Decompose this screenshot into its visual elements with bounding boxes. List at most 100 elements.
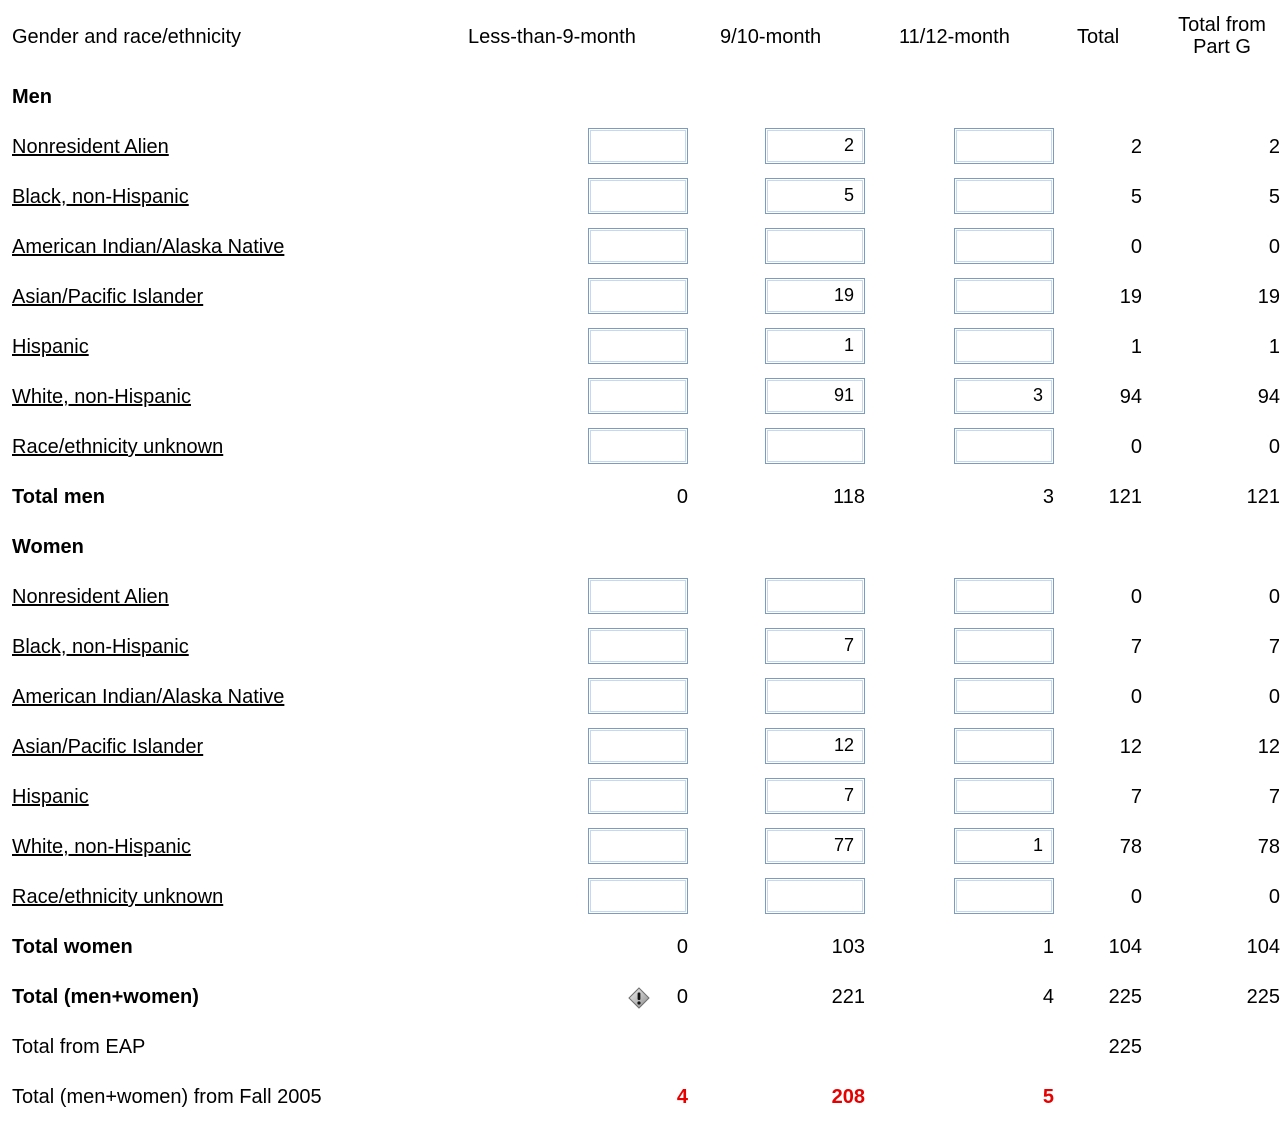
men-section-header: Men <box>0 72 1285 122</box>
prior-year-label: Total (men+women) from Fall 2005 <box>12 1086 322 1108</box>
9-10-month-input[interactable]: 91 <box>765 378 865 414</box>
women-section-header: Women <box>0 522 1285 572</box>
row-total: 0 <box>1130 236 1142 258</box>
less-than-9-month-input[interactable] <box>588 828 688 864</box>
less-than-9-month-input[interactable] <box>588 378 688 414</box>
header-total: Total <box>1077 26 1120 48</box>
9-10-month-input[interactable] <box>765 228 865 264</box>
9-10-month-input[interactable]: 7 <box>765 628 865 664</box>
grand-total-part-g: 225 <box>1246 986 1280 1008</box>
9-10-month-input[interactable]: 12 <box>765 728 865 764</box>
less-than-9-month-input[interactable] <box>588 428 688 464</box>
grand-total-total: 225 <box>1108 986 1142 1008</box>
less-than-9-month-input[interactable] <box>588 878 688 914</box>
men-race-link[interactable]: Black, non-Hispanic <box>12 186 189 208</box>
women-race-link[interactable]: Asian/Pacific Islander <box>12 736 204 758</box>
less-than-9-month-input[interactable] <box>588 678 688 714</box>
row-total-from-part-g: 0 <box>1268 886 1280 908</box>
11-12-month-input[interactable] <box>954 578 1054 614</box>
header-total-from-part-g: Total from Part G <box>1162 14 1282 58</box>
9-10-month-input[interactable] <box>765 428 865 464</box>
row-total-from-part-g: 2 <box>1268 136 1280 158</box>
women-race-link[interactable]: Nonresident Alien <box>12 586 169 608</box>
women-race-link[interactable]: Hispanic <box>12 786 89 808</box>
men-race-link[interactable]: Asian/Pacific Islander <box>12 286 204 308</box>
less-than-9-month-input[interactable] <box>588 128 688 164</box>
grand-total-9-10: 221 <box>831 986 865 1008</box>
men-total-less-than-9: 0 <box>676 486 688 508</box>
row-total: 0 <box>1130 686 1142 708</box>
11-12-month-input[interactable] <box>954 728 1054 764</box>
women-race-link[interactable]: Black, non-Hispanic <box>12 636 189 658</box>
9-10-month-input[interactable]: 77 <box>765 828 865 864</box>
less-than-9-month-input[interactable] <box>588 728 688 764</box>
row-total-from-part-g: 1 <box>1268 336 1280 358</box>
11-12-month-input[interactable] <box>954 328 1054 364</box>
11-12-month-input[interactable]: 3 <box>954 378 1054 414</box>
row-total-from-part-g: 78 <box>1257 836 1280 858</box>
warning-diamond-icon[interactable] <box>628 987 650 1009</box>
11-12-month-input[interactable] <box>954 128 1054 164</box>
9-10-month-input[interactable]: 1 <box>765 328 865 364</box>
women-race-link[interactable]: American Indian/Alaska Native <box>12 686 285 708</box>
men-total-9-10: 118 <box>833 486 865 508</box>
11-12-month-input[interactable] <box>954 178 1054 214</box>
11-12-month-input[interactable] <box>954 678 1054 714</box>
men-race-link[interactable]: White, non-Hispanic <box>12 386 191 408</box>
row-total-from-part-g: 0 <box>1268 236 1280 258</box>
men-total-part-g: 121 <box>1246 486 1280 508</box>
grand-total-less-than-9: 0 <box>676 986 688 1008</box>
11-12-month-input[interactable] <box>954 628 1054 664</box>
men-race-link[interactable]: American Indian/Alaska Native <box>12 236 285 258</box>
women-section: Women Nonresident Alien 0 0 Black, non-Hispa… <box>0 522 1285 972</box>
women-total-row: Total women 0 103 1 104 104 <box>0 922 1285 972</box>
women-section-label: Women <box>12 536 84 558</box>
men-race-link[interactable]: Hispanic <box>12 336 89 358</box>
9-10-month-input[interactable]: 19 <box>765 278 865 314</box>
9-10-month-input[interactable] <box>765 678 865 714</box>
men-race-link[interactable]: Nonresident Alien <box>12 136 169 158</box>
less-than-9-month-input[interactable] <box>588 228 688 264</box>
women-race-link[interactable]: Race/ethnicity unknown <box>12 886 224 908</box>
row-total: 0 <box>1130 886 1142 908</box>
less-than-9-month-input[interactable] <box>588 328 688 364</box>
less-than-9-month-input[interactable] <box>588 778 688 814</box>
men-total-11-12: 3 <box>1042 486 1054 508</box>
table-row: American Indian/Alaska Native 0 0 <box>0 222 1285 272</box>
header-9-10-month: 9/10-month <box>720 26 822 48</box>
eap-total-value: 225 <box>1108 1036 1142 1058</box>
table-row: Nonresident Alien 0 0 <box>0 572 1285 622</box>
9-10-month-input[interactable] <box>765 578 865 614</box>
11-12-month-input[interactable]: 1 <box>954 828 1054 864</box>
women-race-link[interactable]: White, non-Hispanic <box>12 836 191 858</box>
less-than-9-month-input[interactable] <box>588 578 688 614</box>
table-row: American Indian/Alaska Native 0 0 <box>0 672 1285 722</box>
eap-total-label: Total from EAP <box>12 1036 146 1058</box>
11-12-month-input[interactable] <box>954 428 1054 464</box>
row-total: 19 <box>1119 286 1142 308</box>
less-than-9-month-input[interactable] <box>588 178 688 214</box>
9-10-month-input[interactable]: 2 <box>765 128 865 164</box>
women-total-total: 104 <box>1108 936 1142 958</box>
row-total: 78 <box>1119 836 1142 858</box>
header-total-from-line2: Part G <box>1193 36 1251 58</box>
table-row: White, non-Hispanic 77 1 78 78 <box>0 822 1285 872</box>
9-10-month-input[interactable] <box>765 878 865 914</box>
row-total: 0 <box>1130 436 1142 458</box>
11-12-month-input[interactable] <box>954 278 1054 314</box>
eap-total-row: Total from EAP 225 <box>0 1022 1285 1072</box>
men-race-link[interactable]: Race/ethnicity unknown <box>12 436 224 458</box>
women-total-less-than-9: 0 <box>676 936 688 958</box>
11-12-month-input[interactable] <box>954 778 1054 814</box>
row-total-from-part-g: 19 <box>1257 286 1280 308</box>
11-12-month-input[interactable] <box>954 878 1054 914</box>
9-10-month-input[interactable]: 5 <box>765 178 865 214</box>
9-10-month-input[interactable]: 7 <box>765 778 865 814</box>
less-than-9-month-input[interactable] <box>588 628 688 664</box>
row-total-from-part-g: 94 <box>1257 386 1280 408</box>
row-total: 1 <box>1130 336 1142 358</box>
header-total-from-line1: Total from <box>1178 14 1266 36</box>
less-than-9-month-input[interactable] <box>588 278 688 314</box>
11-12-month-input[interactable] <box>954 228 1054 264</box>
